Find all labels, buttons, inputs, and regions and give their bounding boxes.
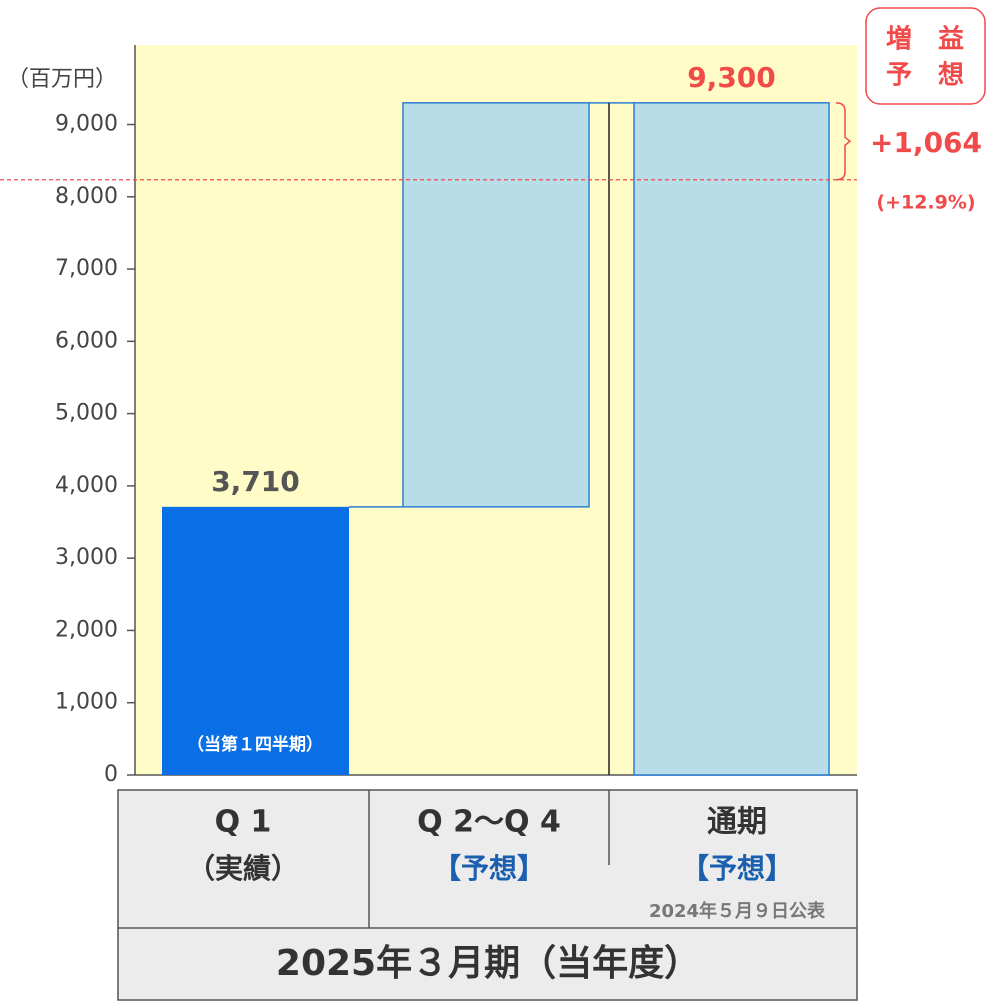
bar	[633, 102, 830, 776]
badge-box	[865, 7, 986, 105]
y-tick-label: 3,000	[55, 545, 118, 570]
note: 2024年５月９日公表	[649, 900, 826, 922]
period-label: 2025年３月期（当年度）	[276, 943, 700, 984]
bar	[402, 102, 590, 508]
y-tick-label: 0	[104, 762, 118, 787]
category-sublabel: （実績）	[187, 852, 299, 885]
category-label: Q 1	[215, 805, 272, 840]
value-label: 9,300	[687, 61, 776, 94]
badge-text: 増 益	[886, 25, 964, 55]
badge-text: 予 想	[886, 61, 964, 91]
category-sublabel: 【予想】	[681, 852, 793, 885]
table	[117, 789, 858, 1001]
y-tick-label: 6,000	[55, 328, 118, 353]
y-tick-label: 2,000	[55, 617, 118, 642]
y-unit: （百万円）	[7, 67, 117, 92]
value-label: 3,710	[211, 465, 300, 498]
inner-label: （当第１四半期）	[187, 734, 323, 755]
category-sublabel: 【予想】	[433, 852, 545, 885]
change-pct-label: (+12.9%)	[876, 192, 975, 214]
y-tick-label: 4,000	[55, 473, 118, 498]
y-tick-label: 1,000	[55, 690, 118, 715]
category-label: 通期	[707, 805, 767, 840]
table-frame	[117, 789, 858, 1001]
y-tick-label: 8,000	[55, 184, 118, 209]
y-tick-label: 5,000	[55, 401, 118, 426]
change-label: +1,064	[870, 126, 982, 159]
bar	[162, 506, 349, 775]
category-label: Q 2～Q 4	[417, 805, 561, 840]
y-tick-label: 7,000	[55, 256, 118, 281]
bracket	[835, 102, 852, 181]
y-tick-label: 9,000	[55, 112, 118, 137]
